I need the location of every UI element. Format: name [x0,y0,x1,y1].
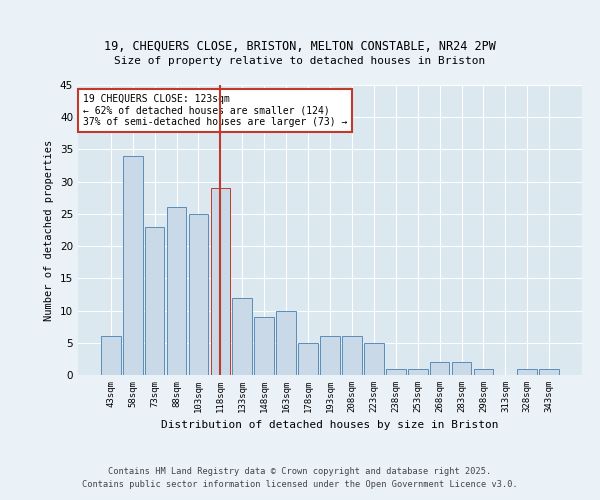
Bar [364,343,384,375]
Bar [232,298,252,375]
Bar [167,208,187,375]
Bar [430,362,449,375]
Bar [101,336,121,375]
Text: Contains HM Land Registry data © Crown copyright and database right 2025.: Contains HM Land Registry data © Crown c… [109,467,491,476]
X-axis label: Distribution of detached houses by size in Briston: Distribution of detached houses by size … [161,420,499,430]
Bar [298,343,318,375]
Bar [452,362,472,375]
Bar [320,336,340,375]
Bar [539,368,559,375]
Bar [386,368,406,375]
Text: 19 CHEQUERS CLOSE: 123sqm
← 62% of detached houses are smaller (124)
37% of semi: 19 CHEQUERS CLOSE: 123sqm ← 62% of detac… [83,94,347,127]
Text: Contains public sector information licensed under the Open Government Licence v3: Contains public sector information licen… [82,480,518,489]
Bar [473,368,493,375]
Bar [211,188,230,375]
Bar [342,336,362,375]
Bar [123,156,143,375]
Text: Size of property relative to detached houses in Briston: Size of property relative to detached ho… [115,56,485,66]
Bar [254,317,274,375]
Bar [188,214,208,375]
Text: 19, CHEQUERS CLOSE, BRISTON, MELTON CONSTABLE, NR24 2PW: 19, CHEQUERS CLOSE, BRISTON, MELTON CONS… [104,40,496,52]
Y-axis label: Number of detached properties: Number of detached properties [44,140,55,320]
Bar [517,368,537,375]
Bar [408,368,428,375]
Bar [276,310,296,375]
Bar [145,227,164,375]
